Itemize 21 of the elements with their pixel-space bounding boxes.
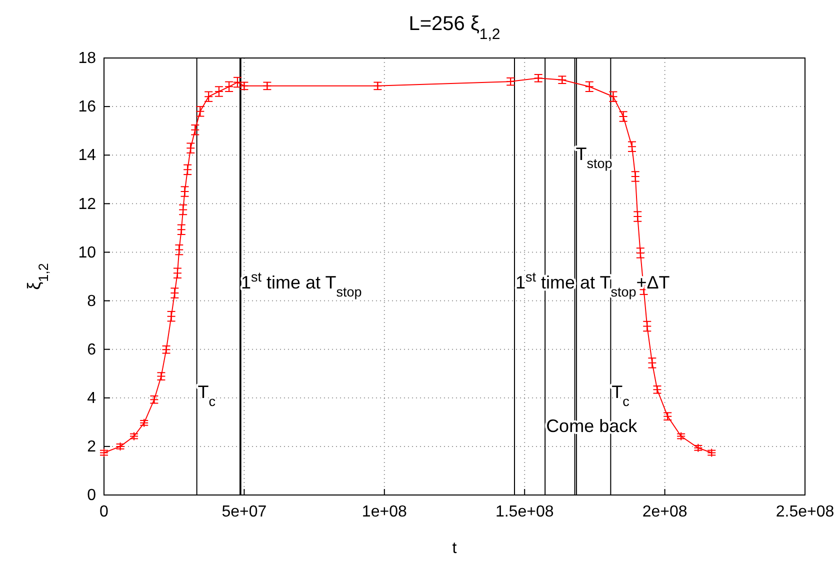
annotation: T$_{c}$ <box>198 382 216 408</box>
y-tick-label: 8 <box>87 292 96 310</box>
x-tick-label: 1.5e+08 <box>495 503 554 520</box>
annotation: 1$^{st}$ time at T$_{stop}$ <box>240 269 362 300</box>
x-axis-title: t <box>452 540 458 557</box>
y-tick-label: 10 <box>78 244 96 262</box>
y-tick-label: 6 <box>87 341 96 358</box>
y-tick-label: 0 <box>87 487 96 504</box>
x-tick-label: 2.5e+08 <box>776 503 834 520</box>
y-tick-label: 12 <box>78 196 96 213</box>
y-tick-label: 2 <box>87 438 96 456</box>
x-tick-label: 0 <box>100 503 109 520</box>
x-tick-label: 1e+08 <box>362 503 407 520</box>
y-tick-label: 4 <box>87 390 96 408</box>
x-tick-label: 2e+08 <box>642 503 688 520</box>
chart-title: L=256 ξ$_{1,2}$ <box>408 13 500 42</box>
y-tick-label: 14 <box>78 147 96 164</box>
annotation: T$_{c}$ <box>612 382 630 408</box>
x-tick-label: 5e+07 <box>222 503 267 520</box>
y-tick-label: 16 <box>78 98 96 116</box>
y-tick-label: 18 <box>78 50 96 68</box>
